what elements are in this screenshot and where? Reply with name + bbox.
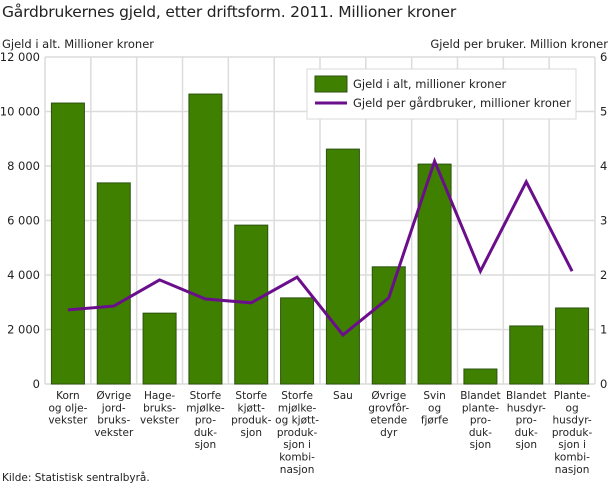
bar [96, 182, 131, 385]
bar-series [50, 93, 590, 385]
left-tick-label: 0 [33, 377, 40, 391]
right-axis-title: Gjeld per bruker. Million kroner [430, 37, 608, 51]
bar [280, 297, 315, 385]
legend: Gjeld i alt, millioner kroner Gjeld per … [306, 68, 577, 120]
right-axis-ticks: 0 1 2 3 4 5 6 [600, 50, 607, 391]
category-label: Blandet plante-pro-duk-sjon [460, 390, 500, 451]
left-tick-label: 4 000 [7, 268, 40, 282]
bar [371, 266, 406, 385]
bar [509, 325, 544, 385]
category-label: Øvrige grovfôr-etende dyr [368, 390, 409, 439]
right-tick-label: 3 [600, 214, 607, 228]
right-tick-label: 2 [600, 268, 607, 282]
bar [325, 148, 360, 385]
left-tick-label: 8 000 [7, 159, 40, 173]
legend-label-bar: Gjeld i alt, millioner kroner [353, 77, 507, 91]
source-note: Kilde: Statistisk sentralbyrå. [2, 472, 150, 484]
category-label: Plante-og husdyr-produk-sjon i kombi-nasjo… [552, 390, 593, 476]
category-label: Storfe mjølke-pro-duk-sjon [186, 390, 225, 451]
left-tick-label: 10 000 [0, 105, 40, 119]
debt-per-farmer-line [67, 156, 574, 338]
category-label: Hage-bruks-vekster [140, 390, 180, 427]
right-tick-label: 4 [600, 159, 607, 173]
legend-label-line: Gjeld per gårdbruker, millioner kroner [353, 96, 571, 110]
bar [417, 163, 452, 385]
category-label: Korn og olje-vekster [48, 390, 88, 427]
bar [188, 93, 223, 385]
bar [234, 224, 269, 385]
line-series [67, 156, 574, 338]
left-axis-ticks: 0 2 000 4 000 6 000 8 000 10 000 12 000 [0, 50, 40, 391]
category-label: Blandet husdyr-pro-duk-sjon [506, 390, 546, 451]
left-tick-label: 2 000 [7, 323, 40, 337]
bar [463, 368, 498, 385]
category-label: Svin og fjørfe [421, 390, 449, 427]
bar [50, 102, 85, 385]
chart-title: Gårdbrukernes gjeld, etter driftsform. 2… [2, 3, 457, 21]
grid-lines [44, 56, 596, 385]
bar [142, 312, 177, 385]
right-tick-label: 0 [600, 377, 607, 391]
left-axis-title: Gjeld i alt. Millioner kroner [2, 37, 154, 51]
right-tick-label: 5 [600, 105, 607, 119]
right-tick-label: 1 [600, 323, 607, 337]
category-label: Sau [333, 390, 353, 402]
category-label: Øvrige jord-bruks-vekster [94, 390, 134, 439]
left-tick-label: 12 000 [0, 50, 40, 64]
left-tick-label: 6 000 [7, 214, 40, 228]
category-label: Storfe kjøtt-produk-sjon [231, 390, 272, 439]
right-tick-label: 6 [600, 50, 607, 64]
category-label: Storfe mjølke-og kjøtt-produk-sjon i kombi… [275, 390, 319, 476]
legend-bar-swatch [314, 75, 348, 93]
bar [555, 307, 590, 385]
